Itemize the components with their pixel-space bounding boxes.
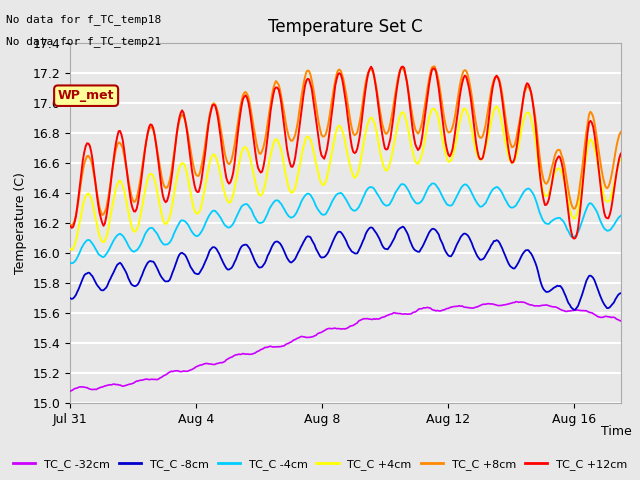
X-axis label: Time: Time bbox=[601, 425, 632, 438]
Text: No data for f_TC_temp21: No data for f_TC_temp21 bbox=[6, 36, 162, 47]
Legend: TC_C -32cm, TC_C -8cm, TC_C -4cm, TC_C +4cm, TC_C +8cm, TC_C +12cm: TC_C -32cm, TC_C -8cm, TC_C -4cm, TC_C +… bbox=[8, 455, 632, 474]
Text: No data for f_TC_temp18: No data for f_TC_temp18 bbox=[6, 14, 162, 25]
Title: Temperature Set C: Temperature Set C bbox=[268, 18, 423, 36]
Text: WP_met: WP_met bbox=[58, 89, 115, 102]
Y-axis label: Temperature (C): Temperature (C) bbox=[14, 172, 28, 274]
